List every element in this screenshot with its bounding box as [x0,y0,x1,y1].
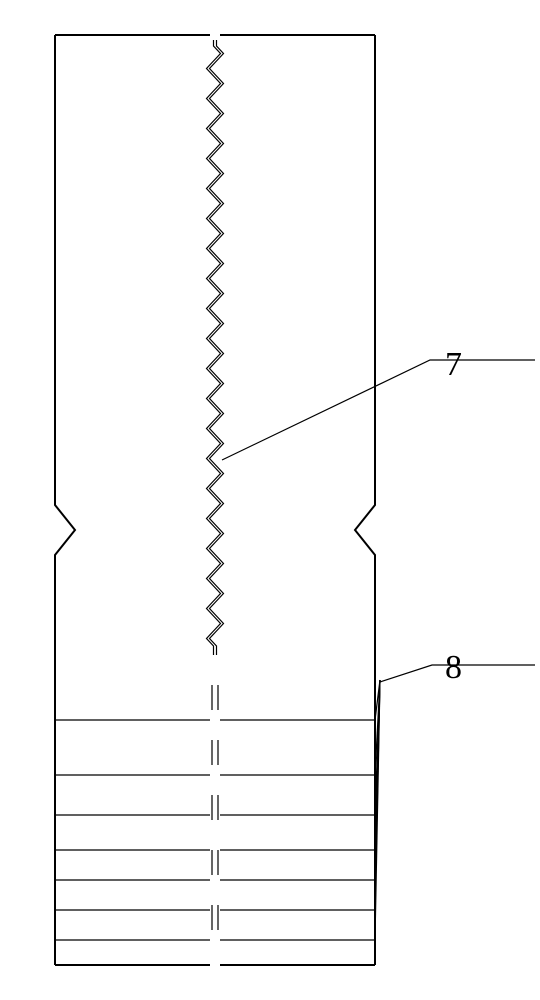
label-8: 8 [445,649,462,686]
leader-7 [222,360,535,460]
outer-right-edge [355,35,375,965]
label-7: 7 [445,346,462,383]
diagram-canvas: 78 [0,0,540,1000]
outer-left-edge [55,35,75,965]
center-zigzag-b [210,40,224,655]
